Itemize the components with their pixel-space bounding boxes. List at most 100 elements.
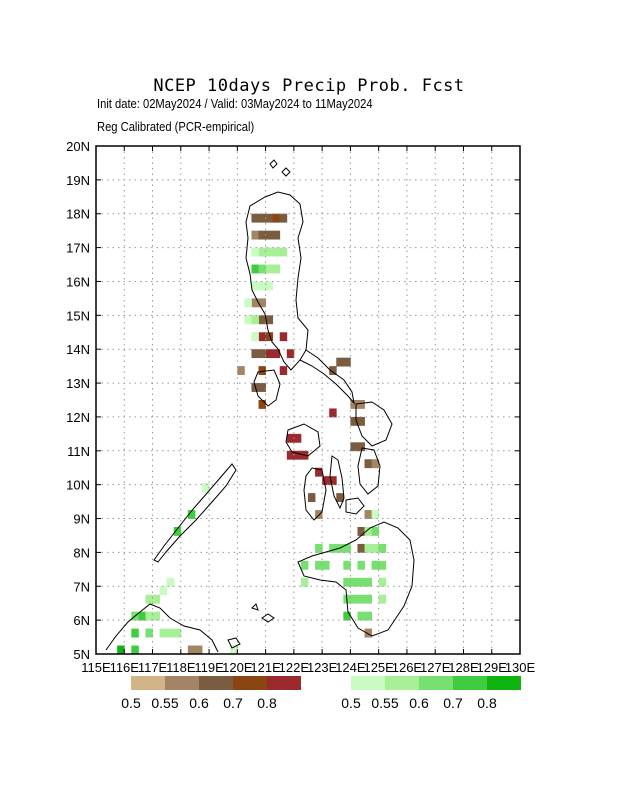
- probability-cell: [293, 450, 302, 460]
- lat-label: 10N: [66, 478, 90, 493]
- probability-cell: [364, 459, 372, 469]
- probability-cell: [138, 611, 146, 621]
- probability-cell: [173, 527, 182, 536]
- wet-legend: 0.5 0.55 0.6 0.7 0.8: [341, 676, 521, 711]
- probability-cell: [251, 298, 259, 308]
- probability-cell: [265, 213, 274, 223]
- probability-cell: [371, 527, 380, 536]
- probability-cell: [336, 357, 344, 367]
- probability-cell: [371, 560, 380, 570]
- probability-cell: [315, 543, 323, 553]
- lon-label: 124E: [335, 660, 366, 675]
- probability-cell: [293, 433, 302, 443]
- probability-cell: [364, 543, 372, 553]
- probability-cell: [378, 577, 387, 587]
- lat-label: 19N: [66, 173, 90, 188]
- probability-cell: [329, 408, 337, 418]
- probability-cell: [258, 315, 266, 325]
- probability-cell: [329, 476, 337, 486]
- lon-label: 127E: [420, 660, 451, 675]
- wet-legend-label: 0.6: [409, 695, 429, 711]
- probability-cell: [258, 264, 266, 274]
- probability-cell: [343, 560, 351, 570]
- dry-legend-label: 0.8: [257, 695, 277, 711]
- probability-cell: [300, 560, 309, 570]
- probability-cell: [166, 628, 175, 638]
- lat-label: 18N: [66, 207, 90, 222]
- coastlines: [105, 159, 415, 653]
- probability-cell: [272, 264, 281, 274]
- lat-label: 13N: [66, 376, 90, 391]
- probability-cell: [265, 230, 274, 240]
- lon-label: 126E: [392, 660, 423, 675]
- probability-cell: [272, 247, 281, 257]
- probability-cell: [364, 611, 372, 621]
- probability-cell: [364, 628, 372, 638]
- probability-cell: [131, 645, 139, 655]
- probability-cell: [251, 332, 259, 342]
- probability-cell: [237, 366, 245, 375]
- probability-cell: [258, 366, 266, 375]
- longitude-labels: 115E116E117E118E119E120E121E122E123E124E…: [81, 660, 535, 675]
- probability-cell: [272, 230, 281, 240]
- wet-legend-swatch: [419, 676, 453, 690]
- probability-cell: [364, 594, 372, 604]
- lon-label: 116E: [110, 660, 140, 675]
- lat-label: 17N: [66, 241, 90, 256]
- probability-cell: [265, 315, 274, 325]
- lon-label: 118E: [166, 660, 196, 675]
- probability-cell: [251, 281, 259, 291]
- probability-cell: [350, 416, 358, 426]
- wet-legend-label: 0.7: [443, 695, 463, 711]
- probability-cell: [357, 611, 365, 621]
- probability-cell: [244, 315, 252, 325]
- probability-cell: [265, 247, 274, 257]
- probability-cell: [371, 510, 380, 519]
- probability-cell: [286, 433, 295, 443]
- dry-legend-swatch: [199, 676, 233, 690]
- dry-legend-swatch: [233, 676, 267, 690]
- dry-legend-swatch: [131, 676, 165, 690]
- dry-legend-label: 0.5: [121, 695, 141, 711]
- wet-legend-swatch: [453, 676, 487, 690]
- probability-cell: [117, 645, 125, 655]
- lat-label: 20N: [66, 139, 90, 154]
- probability-cell: [364, 577, 372, 587]
- probability-cell: [350, 442, 358, 452]
- probability-cell: [145, 594, 153, 604]
- probability-cell: [357, 416, 365, 426]
- probability-cell: [279, 247, 288, 257]
- probability-cell: [300, 577, 309, 587]
- probability-cell: [187, 510, 196, 519]
- probability-cell: [251, 247, 259, 257]
- lat-label: 12N: [66, 410, 90, 425]
- probability-cell: [152, 611, 160, 621]
- probability-cell: [258, 247, 266, 257]
- axis-ticks: [95, 145, 521, 655]
- probability-cell: [279, 366, 288, 375]
- map-title: NCEP 10days Precip Prob. Fcst: [153, 76, 465, 96]
- lon-label: 120E: [222, 660, 253, 675]
- probability-cell: [357, 594, 365, 604]
- lon-label: 123E: [307, 660, 338, 675]
- dry-legend-swatch: [267, 676, 301, 690]
- probability-cell: [315, 560, 323, 570]
- probability-cell: [272, 213, 281, 223]
- lon-label: 128E: [448, 660, 479, 675]
- probability-cell: [336, 493, 344, 502]
- lon-label: 130E: [505, 660, 536, 675]
- probability-cell: [286, 349, 295, 359]
- lat-label: 15N: [66, 308, 90, 323]
- lat-label: 7N: [73, 579, 90, 594]
- lon-label: 119E: [194, 660, 224, 675]
- probability-cell: [357, 577, 365, 587]
- probability-cell: [258, 281, 266, 291]
- probability-cell: [173, 628, 182, 638]
- lat-label: 6N: [73, 613, 90, 628]
- probability-cell: [286, 450, 295, 460]
- lon-label: 122E: [279, 660, 310, 675]
- probability-cell: [343, 577, 351, 587]
- probability-cell: [187, 645, 196, 655]
- probability-cell: [251, 213, 259, 223]
